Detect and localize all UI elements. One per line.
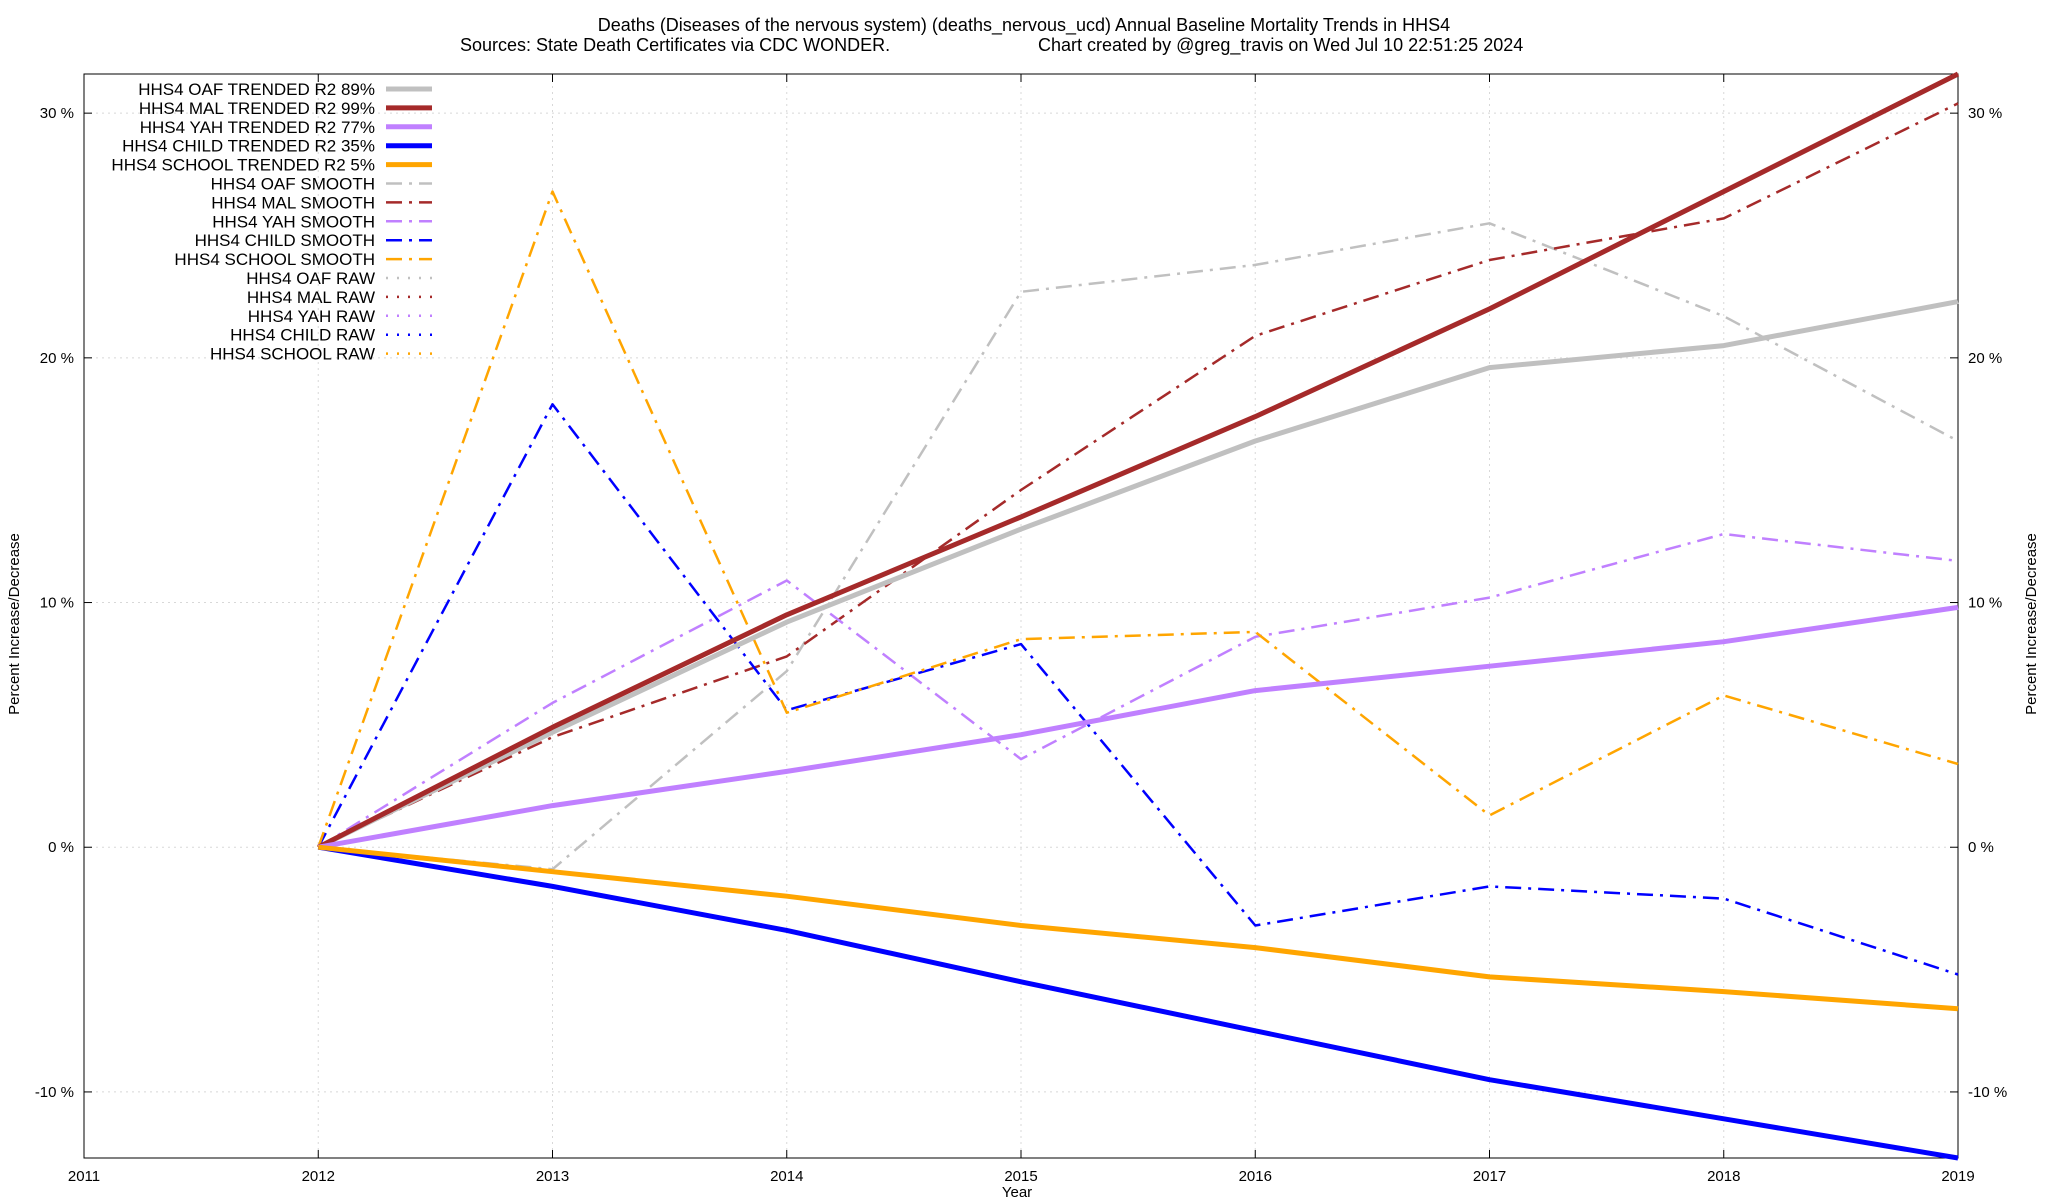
series-line-7 [317, 532, 1959, 849]
x-tick-label: 2012 [302, 1168, 335, 1185]
series-line-2 [317, 604, 1959, 850]
plot-border [83, 73, 1959, 1159]
y2-axis-label: Percent Increase/Decrease [2023, 533, 2040, 715]
x-tick-label: 2016 [1239, 1168, 1272, 1185]
series-line-3 [317, 844, 1959, 1161]
axes: 2011 2012 2013 2014 2015 2016 2017 2018 2019 -10 … [35, 73, 2007, 1185]
y-tick-label: 10 % [40, 595, 74, 612]
legend-label: HHS4 OAF RAW [246, 269, 375, 288]
y-tick-label: 20 % [40, 350, 74, 367]
x-tick-label: 2018 [1707, 1168, 1740, 1185]
series-line-0 [317, 299, 1959, 850]
series-line-5 [318, 222, 1959, 871]
y2-tick-label: 0 % [1968, 839, 1994, 856]
series-line-6 [317, 102, 1959, 849]
legend-label: HHS4 YAH SMOOTH [212, 212, 375, 231]
chart-subtitle-sources: Sources: State Death Certificates via CD… [460, 35, 890, 55]
series-line-8 [317, 403, 1959, 976]
series-line-9 [317, 190, 1959, 848]
y-tick-label: -10 % [35, 1084, 74, 1101]
x-tick-label: 2017 [1473, 1168, 1506, 1185]
x-tick-label: 2014 [770, 1168, 803, 1185]
x-axis-label: Year [1002, 1184, 1032, 1200]
legend-label: HHS4 MAL SMOOTH [211, 193, 375, 212]
legend-label: HHS4 MAL RAW [247, 288, 375, 307]
y2-tick-label: -10 % [1968, 1084, 2007, 1101]
x-tick-label: 2015 [1004, 1168, 1037, 1185]
legend-label: HHS4 OAF TRENDED R2 89% [138, 80, 375, 99]
legend-label: HHS4 SCHOOL SMOOTH [174, 250, 375, 269]
y-tick-label: 0 % [48, 839, 74, 856]
y-tick-label: 30 % [40, 105, 74, 122]
series-line-4 [318, 844, 1959, 1012]
chart-subtitle-credit: Chart created by @greg_travis on Wed Jul… [1038, 35, 1523, 56]
legend-label: HHS4 SCHOOL TRENDED R2 5% [111, 156, 375, 175]
legend-label: HHS4 CHILD TRENDED R2 35% [122, 137, 375, 156]
legend-label: HHS4 YAH TRENDED R2 77% [140, 118, 375, 137]
legend-label: HHS4 YAH RAW [248, 307, 375, 326]
x-tick-label: 2013 [536, 1168, 569, 1185]
y2-tick-label: 20 % [1968, 350, 2002, 367]
y2-tick-label: 30 % [1968, 105, 2002, 122]
chart-title: Deaths (Diseases of the nervous system) … [598, 15, 1450, 36]
legend-label: HHS4 CHILD SMOOTH [195, 231, 375, 250]
legend-label: HHS4 SCHOOL RAW [210, 345, 375, 364]
x-tick-label: 2019 [1941, 1168, 1974, 1185]
x-tick-label: 2011 [68, 1168, 100, 1185]
legend-label: HHS4 MAL TRENDED R2 99% [139, 99, 375, 118]
legend: HHS4 OAF TRENDED R2 89%HHS4 MAL TRENDED … [111, 80, 432, 364]
series-lines [317, 71, 1960, 1161]
legend-label: HHS4 CHILD RAW [230, 326, 375, 345]
legend-label: HHS4 OAF SMOOTH [211, 175, 375, 194]
y2-tick-label: 10 % [1968, 595, 2002, 612]
y-axis-label: Percent Increase/Decrease [6, 533, 23, 715]
series-line-1 [317, 71, 1960, 850]
